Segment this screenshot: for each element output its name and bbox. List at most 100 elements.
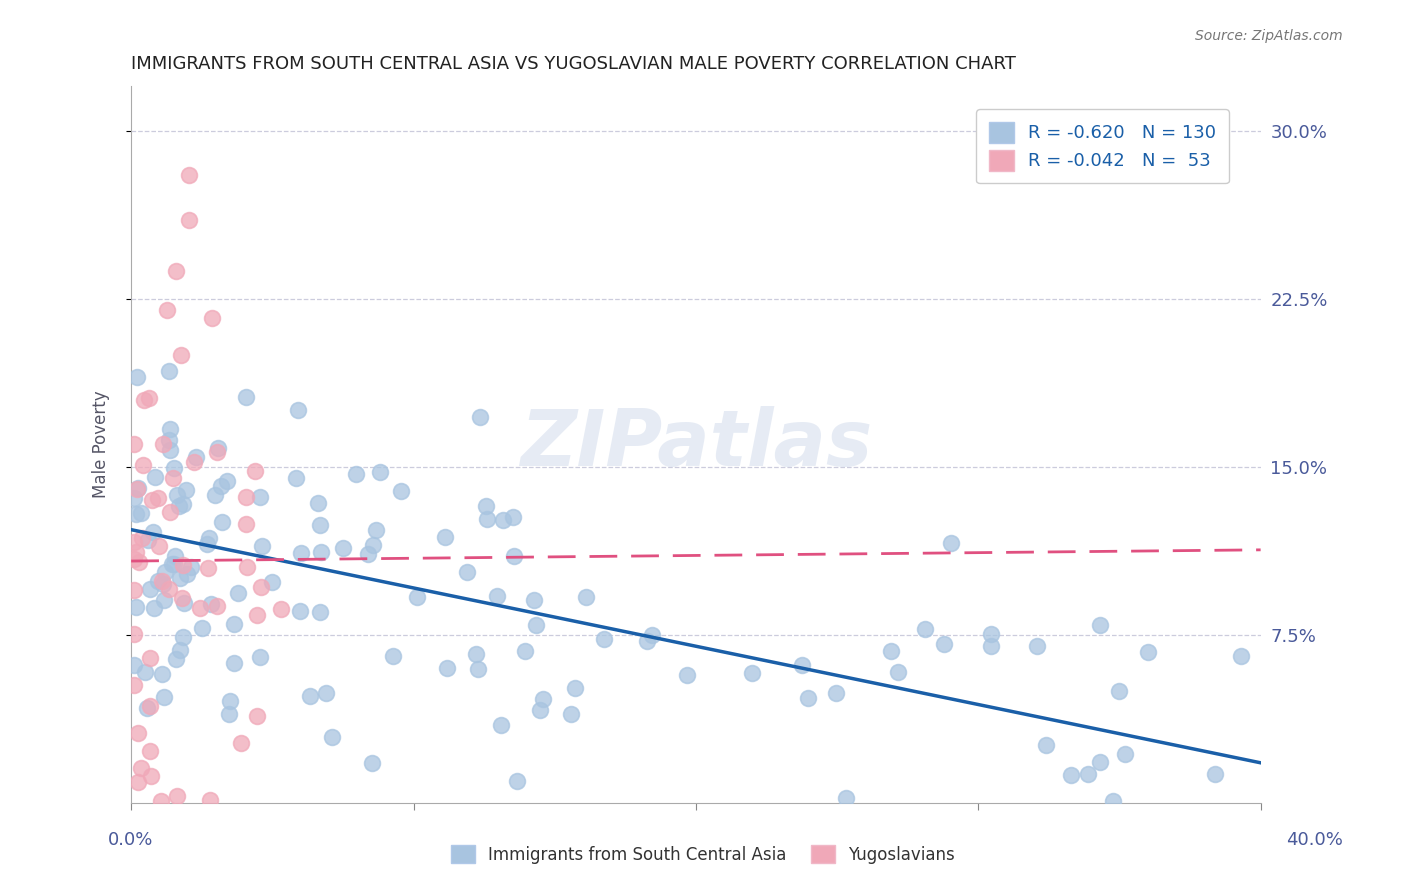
Point: [531, 692, 554, 706]
Point: [502, 549, 524, 563]
Point: [492, 513, 515, 527]
Point: [436, 661, 458, 675]
Point: [332, 541, 354, 555]
Point: [163, 557, 186, 571]
Point: [1108, 684, 1130, 698]
Point: [1035, 739, 1057, 753]
Point: [564, 681, 586, 695]
Point: [346, 467, 368, 482]
Point: [914, 622, 936, 636]
Point: [201, 310, 224, 325]
Point: [676, 668, 699, 682]
Point: [172, 496, 194, 510]
Point: [125, 544, 148, 558]
Point: [139, 768, 162, 782]
Point: [160, 557, 183, 571]
Point: [475, 512, 498, 526]
Point: [195, 537, 218, 551]
Point: [207, 444, 229, 458]
Point: [270, 602, 292, 616]
Point: [128, 555, 150, 569]
Point: [236, 559, 259, 574]
Point: [190, 601, 212, 615]
Point: [1088, 755, 1111, 769]
Point: [169, 643, 191, 657]
Point: [125, 369, 148, 384]
Point: [309, 605, 332, 619]
Point: [825, 686, 848, 700]
Point: [153, 565, 176, 579]
Point: [252, 539, 274, 553]
Point: [122, 437, 145, 451]
Point: [150, 794, 173, 808]
Point: [159, 504, 181, 518]
Point: [163, 549, 186, 563]
Point: [131, 531, 153, 545]
Point: [122, 583, 145, 598]
Point: [180, 559, 202, 574]
Point: [489, 718, 512, 732]
Point: [218, 707, 240, 722]
Point: [389, 483, 412, 498]
Point: [157, 364, 180, 378]
Point: [174, 483, 197, 498]
Point: [1230, 648, 1253, 663]
Point: [172, 558, 194, 573]
Point: [468, 409, 491, 424]
Point: [1060, 768, 1083, 782]
Point: [170, 348, 193, 362]
Point: [464, 647, 486, 661]
Point: [229, 735, 252, 749]
Point: [139, 744, 162, 758]
Point: [165, 264, 187, 278]
Point: [169, 571, 191, 585]
Point: [122, 627, 145, 641]
Point: [122, 678, 145, 692]
Point: [593, 632, 616, 646]
Point: [505, 773, 527, 788]
Point: [197, 561, 219, 575]
Text: 40.0%: 40.0%: [1286, 831, 1343, 849]
Point: [138, 391, 160, 405]
Point: [209, 478, 232, 492]
Point: [139, 698, 162, 713]
Point: [309, 517, 332, 532]
Point: [226, 586, 249, 600]
Point: [218, 694, 240, 708]
Point: [1088, 617, 1111, 632]
Point: [224, 656, 246, 670]
Point: [246, 708, 269, 723]
Text: Source: ZipAtlas.com: Source: ZipAtlas.com: [1195, 29, 1343, 43]
Point: [172, 630, 194, 644]
Point: [792, 657, 814, 672]
Point: [880, 644, 903, 658]
Point: [146, 574, 169, 589]
Point: [307, 495, 329, 509]
Point: [165, 651, 187, 665]
Point: [166, 789, 188, 803]
Point: [1077, 767, 1099, 781]
Point: [502, 510, 524, 524]
Point: [636, 633, 658, 648]
Point: [211, 515, 233, 529]
Point: [122, 551, 145, 566]
Point: [152, 577, 174, 591]
Point: [405, 590, 427, 604]
Point: [887, 665, 910, 679]
Point: [166, 488, 188, 502]
Point: [173, 596, 195, 610]
Text: IMMIGRANTS FROM SOUTH CENTRAL ASIA VS YUGOSLAVIAN MALE POVERTY CORRELATION CHART: IMMIGRANTS FROM SOUTH CENTRAL ASIA VS YU…: [131, 55, 1017, 73]
Point: [179, 213, 201, 227]
Point: [215, 475, 238, 489]
Point: [159, 442, 181, 457]
Point: [287, 403, 309, 417]
Point: [939, 535, 962, 549]
Point: [361, 538, 384, 552]
Text: ZIPatlas: ZIPatlas: [520, 407, 872, 483]
Point: [176, 566, 198, 581]
Point: [1114, 747, 1136, 762]
Point: [235, 491, 257, 505]
Point: [298, 689, 321, 703]
Point: [513, 643, 536, 657]
Point: [235, 516, 257, 531]
